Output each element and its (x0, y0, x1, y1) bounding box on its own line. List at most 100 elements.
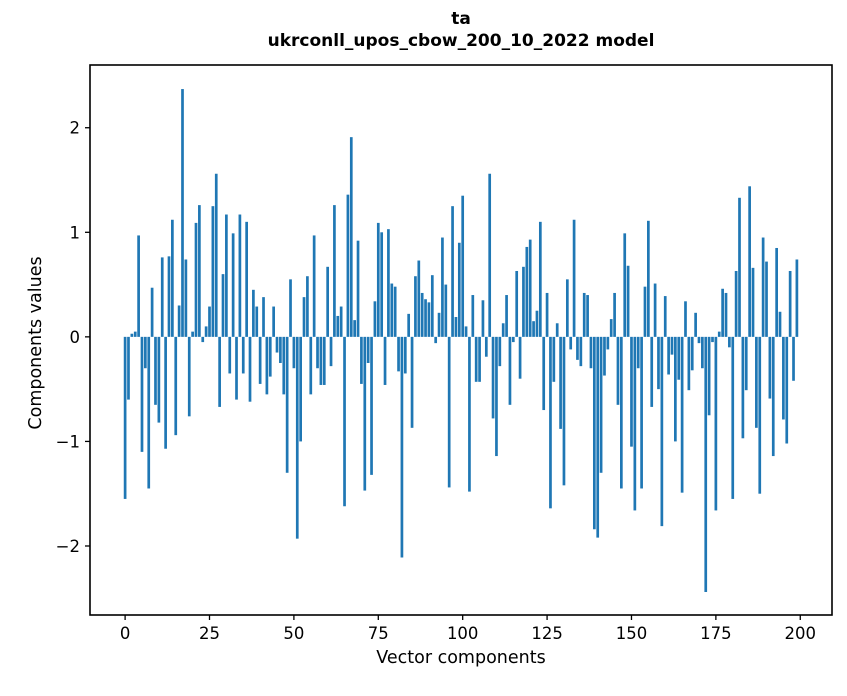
bar-component-31 (228, 336, 232, 374)
bar-component-83 (403, 336, 407, 374)
bar-component-156 (650, 336, 654, 407)
bar-component-189 (761, 237, 765, 337)
bar-component-184 (744, 336, 748, 391)
y-tick-label: 2 (70, 119, 81, 138)
bar-component-28 (218, 336, 221, 407)
bar-component-110 (495, 336, 498, 457)
bar-component-134 (576, 336, 579, 360)
bar-component-157 (653, 283, 657, 337)
bar-component-8 (150, 287, 154, 337)
x-axis-label: Vector components (376, 648, 546, 668)
bar-component-117 (518, 336, 522, 379)
bar-component-11 (160, 257, 164, 337)
bar-component-118 (522, 266, 525, 337)
bar-component-82 (400, 336, 404, 558)
bar-component-16 (177, 305, 181, 337)
bar-component-30 (225, 214, 228, 337)
bar-component-191 (768, 336, 772, 399)
bar-component-162 (670, 336, 674, 355)
bar-component-103 (471, 295, 475, 337)
bar-component-150 (630, 336, 633, 447)
bar-component-20 (191, 331, 194, 337)
bar-component-99 (457, 242, 461, 337)
bar-component-76 (380, 232, 384, 337)
bar-component-27 (214, 173, 218, 337)
bar-component-181 (734, 270, 738, 337)
bar-component-124 (542, 336, 546, 411)
bar-component-85 (410, 336, 414, 428)
bar-component-95 (444, 284, 448, 337)
bar-component-23 (201, 336, 205, 343)
bar-component-131 (565, 279, 569, 337)
bar-component-88 (420, 292, 424, 337)
bar-component-106 (481, 300, 485, 337)
bar-component-122 (535, 310, 539, 337)
bar-component-199 (795, 259, 799, 337)
bar-component-133 (572, 219, 576, 337)
bar-component-40 (258, 336, 262, 384)
bar-component-165 (680, 336, 684, 493)
bar-component-175 (714, 336, 718, 511)
bar-component-195 (782, 336, 785, 420)
bar-component-109 (491, 336, 495, 419)
bar-component-60 (326, 266, 330, 337)
bar-component-172 (704, 336, 708, 592)
bar-component-193 (775, 247, 778, 337)
chart-title-block: ta ukrconll_upos_cbow_200_10_2022 model (90, 8, 832, 52)
bar-component-115 (511, 336, 515, 343)
bar-component-57 (316, 336, 319, 369)
x-tick-label: 125 (531, 624, 563, 643)
bar-component-120 (528, 239, 532, 337)
bar-component-145 (613, 292, 616, 337)
bar-component-182 (738, 197, 741, 337)
bar-component-55 (309, 336, 313, 395)
bar-component-196 (785, 336, 789, 444)
bar-component-129 (559, 336, 562, 429)
chart-subtitle: ukrconll_upos_cbow_200_10_2022 model (267, 31, 655, 51)
bar-component-41 (262, 297, 265, 337)
bar-component-171 (701, 336, 704, 369)
bar-component-198 (792, 336, 795, 381)
y-tick-label: 0 (70, 328, 81, 347)
x-tick-label: 175 (700, 624, 732, 643)
bar-component-86 (414, 276, 417, 337)
bar-component-63 (336, 315, 340, 337)
bar-component-128 (555, 323, 559, 337)
bar-component-166 (684, 301, 687, 337)
x-tick-label: 50 (283, 624, 304, 643)
bar-component-141 (599, 336, 603, 473)
bar-component-192 (771, 336, 775, 457)
bar-component-173 (707, 336, 711, 416)
bar-component-24 (204, 326, 208, 337)
bar-component-46 (279, 336, 282, 363)
bar-component-135 (579, 336, 583, 367)
bar-component-42 (265, 336, 269, 395)
x-tick-label: 100 (447, 624, 479, 643)
bar-component-39 (255, 306, 259, 337)
bar-component-139 (592, 336, 596, 530)
bar-component-67 (349, 137, 353, 337)
bar-component-114 (508, 336, 512, 405)
bar-component-92 (434, 336, 438, 344)
bar-component-21 (194, 222, 198, 337)
bar-component-58 (319, 336, 323, 385)
bar-component-29 (221, 274, 225, 337)
bar-component-104 (474, 336, 478, 382)
bar-component-79 (390, 283, 394, 337)
chart-title: ta (451, 9, 471, 29)
bar-component-91 (430, 275, 434, 337)
bar-component-161 (667, 336, 670, 375)
bar-component-61 (329, 336, 333, 367)
bar-component-81 (397, 336, 400, 372)
bar-component-47 (282, 336, 286, 395)
bar-component-45 (275, 336, 279, 353)
bar-component-168 (690, 336, 694, 371)
bar-component-144 (609, 319, 613, 337)
bar-component-13 (167, 256, 171, 337)
bar-component-56 (312, 235, 316, 337)
axes-spines (89, 64, 833, 616)
bar-component-100 (461, 195, 465, 337)
bar-component-50 (292, 336, 296, 369)
bar-component-174 (711, 336, 714, 343)
